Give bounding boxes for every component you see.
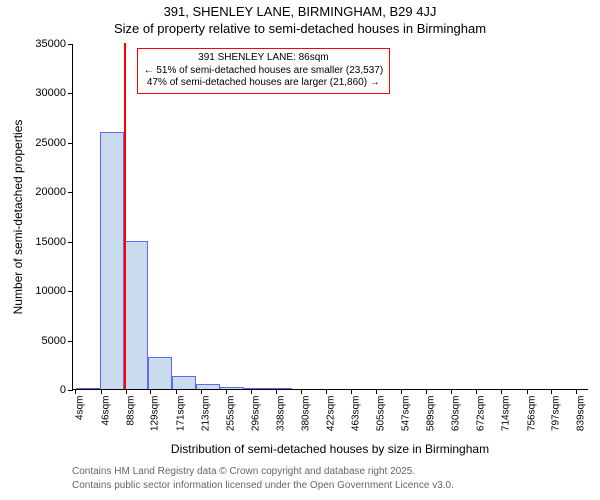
ytick (68, 143, 73, 144)
xtick (527, 389, 528, 394)
histogram-bar (268, 388, 292, 389)
xtick (276, 389, 277, 394)
plot-area: 050001000015000200002500030000350004sqm4… (72, 44, 588, 390)
marker-line (124, 43, 126, 389)
histogram-bar (124, 241, 148, 389)
histogram-bar (76, 388, 100, 389)
xtick-label: 630sqm (451, 396, 462, 436)
xtick (476, 389, 477, 394)
ytick (68, 341, 73, 342)
histogram-bar (220, 387, 244, 389)
xtick-label: 589sqm (426, 396, 437, 436)
histogram-bar (172, 376, 196, 389)
ytick-label: 10000 (6, 285, 66, 297)
ytick (68, 192, 73, 193)
histogram-bar (244, 388, 268, 389)
xtick (426, 389, 427, 394)
xtick (351, 389, 352, 394)
xtick-label: 672sqm (476, 396, 487, 436)
ytick (68, 44, 73, 45)
xtick (176, 389, 177, 394)
xtick-label: 756sqm (526, 396, 537, 436)
xtick (101, 389, 102, 394)
xtick-label: 4sqm (75, 396, 86, 436)
xtick (150, 389, 151, 394)
xtick-label: 714sqm (501, 396, 512, 436)
xtick-label: 46sqm (100, 396, 111, 436)
xtick (576, 389, 577, 394)
ytick (68, 291, 73, 292)
ytick (68, 93, 73, 94)
ytick (68, 390, 73, 391)
histogram-bar (100, 132, 124, 389)
xtick (251, 389, 252, 394)
xtick (451, 389, 452, 394)
xtick-label: 255sqm (226, 396, 237, 436)
xtick-label: 839sqm (576, 396, 587, 436)
ytick-label: 35000 (6, 38, 66, 50)
xtick-label: 505sqm (376, 396, 387, 436)
xtick-label: 129sqm (150, 396, 161, 436)
annotation-line3: 47% of semi-detached houses are larger (… (144, 77, 384, 90)
chart-title-line1: 391, SHENLEY LANE, BIRMINGHAM, B29 4JJ (0, 4, 600, 19)
xtick (75, 389, 76, 394)
xtick-label: 463sqm (350, 396, 361, 436)
ytick-label: 0 (6, 384, 66, 396)
xtick-label: 171sqm (175, 396, 186, 436)
ytick-label: 5000 (6, 335, 66, 347)
xtick-label: 338sqm (275, 396, 286, 436)
xtick (226, 389, 227, 394)
xtick (501, 389, 502, 394)
histogram-bar (196, 384, 220, 389)
annotation-box: 391 SHENLEY LANE: 86sqm← 51% of semi-det… (137, 48, 391, 94)
xtick (301, 389, 302, 394)
xtick-label: 296sqm (250, 396, 261, 436)
annotation-line1: 391 SHENLEY LANE: 86sqm (144, 52, 384, 65)
x-axis-label: Distribution of semi-detached houses by … (72, 442, 588, 456)
ytick (68, 242, 73, 243)
histogram-bar (148, 357, 172, 389)
footer-line1: Contains HM Land Registry data © Crown c… (72, 466, 415, 477)
xtick-label: 547sqm (401, 396, 412, 436)
xtick (376, 389, 377, 394)
xtick (551, 389, 552, 394)
xtick-label: 797sqm (551, 396, 562, 436)
xtick (326, 389, 327, 394)
xtick-label: 88sqm (125, 396, 136, 436)
ytick-label: 15000 (6, 236, 66, 248)
ytick-label: 30000 (6, 87, 66, 99)
xtick (126, 389, 127, 394)
annotation-line2: ← 51% of semi-detached houses are smalle… (144, 65, 384, 78)
xtick (201, 389, 202, 394)
xtick-label: 380sqm (301, 396, 312, 436)
xtick-label: 213sqm (200, 396, 211, 436)
ytick-label: 25000 (6, 137, 66, 149)
footer-line2: Contains public sector information licen… (72, 480, 454, 491)
ytick-label: 20000 (6, 186, 66, 198)
y-axis-label: Number of semi-detached properties (11, 77, 25, 357)
xtick-label: 422sqm (326, 396, 337, 436)
xtick (401, 389, 402, 394)
chart-title-line2: Size of property relative to semi-detach… (0, 21, 600, 36)
